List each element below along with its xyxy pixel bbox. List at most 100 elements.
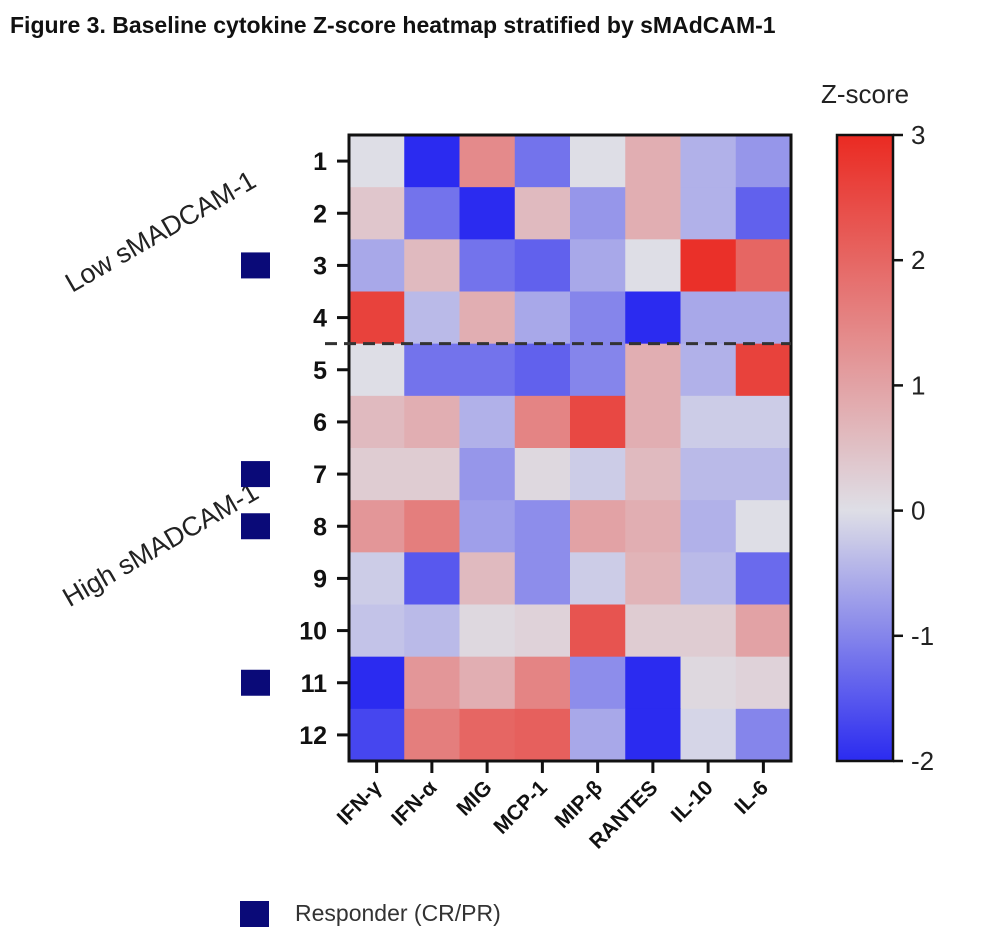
y-tick-label: 7	[313, 461, 327, 489]
figure-title: Figure 3. Baseline cytokine Z-score heat…	[10, 12, 776, 38]
x-tick-label: MIG	[452, 776, 496, 820]
heatmap-cell	[404, 343, 460, 397]
y-tick-label: 8	[313, 513, 327, 541]
heatmap-cell	[735, 448, 792, 501]
heatmap-cell	[680, 343, 737, 397]
heatmap-cell	[459, 552, 516, 605]
y-tick-label: 12	[299, 722, 327, 750]
heatmap-cell	[735, 604, 792, 658]
heatmap-cell	[459, 448, 516, 501]
y-tick-label: 6	[313, 409, 327, 437]
colorbar-tick-label: 2	[911, 245, 925, 275]
heatmap-cell	[349, 343, 405, 397]
heatmap-cell	[514, 552, 571, 605]
heatmap-cell	[625, 708, 681, 762]
heatmap-cell	[570, 291, 626, 345]
heatmap-cell	[570, 448, 626, 501]
heatmap-cell	[514, 239, 571, 292]
heatmap-cell	[514, 187, 571, 240]
heatmap-cell	[625, 500, 681, 553]
colorbar-tick-label: -2	[911, 746, 934, 776]
heatmap-cell	[349, 135, 405, 188]
heatmap-cell	[625, 291, 681, 345]
heatmap-cell	[735, 187, 792, 240]
x-tick-label: IFN-α	[387, 776, 441, 830]
heatmap-cell	[570, 500, 626, 553]
heatmap-cell	[459, 500, 516, 553]
heatmap-cell	[735, 708, 792, 762]
heatmap-cell	[459, 291, 516, 345]
heatmap-cell	[735, 239, 792, 292]
y-tick-label: 2	[313, 200, 327, 228]
responder-marker	[241, 461, 270, 488]
colorbar	[835, 133, 895, 763]
responder-legend-swatch	[240, 900, 269, 927]
heatmap-cell	[349, 448, 405, 501]
group-label: Low sMADCAM-1	[60, 165, 261, 298]
heatmap-cell	[570, 708, 626, 762]
responder-marker	[241, 252, 270, 279]
heatmap-cell	[404, 552, 460, 605]
heatmap-cell	[349, 395, 405, 449]
heatmap-cell	[625, 343, 681, 397]
colorbar-tick-label: -1	[911, 621, 934, 651]
colorbar-tick-label: 0	[911, 496, 925, 526]
heatmap-cell	[514, 656, 571, 710]
heatmap-cell	[680, 135, 737, 188]
heatmap-cell	[349, 708, 405, 762]
group-label: High sMADCAM-1	[58, 476, 264, 612]
heatmap-cell	[680, 552, 737, 605]
heatmap-cell	[404, 448, 460, 501]
x-tick-label: MCP-1	[489, 776, 552, 839]
heatmap-cell	[570, 343, 626, 397]
heatmap-cell	[404, 708, 460, 762]
heatmap-cell	[459, 343, 516, 397]
heatmap-cell	[680, 395, 737, 449]
heatmap-cell	[570, 552, 626, 605]
heatmap-cell	[514, 604, 571, 658]
y-tick-label: 1	[313, 148, 327, 176]
heatmap-cell	[680, 239, 737, 292]
heatmap-cell	[404, 604, 460, 658]
y-tick-label: 4	[313, 305, 327, 333]
colorbar-tick-label: 1	[911, 370, 925, 400]
heatmap-cell	[404, 135, 460, 188]
heatmap-cell	[735, 395, 792, 449]
heatmap-cell	[459, 187, 516, 240]
heatmap-cell	[514, 135, 571, 188]
heatmap-cells	[349, 135, 792, 762]
heatmap-cell	[404, 656, 460, 710]
heatmap-cell	[459, 604, 516, 658]
y-tick-label: 3	[313, 252, 327, 280]
y-tick-label: 9	[313, 565, 327, 593]
heatmap-cell	[349, 187, 405, 240]
heatmap-cell	[625, 187, 681, 240]
heatmap-cell	[570, 135, 626, 188]
heatmap-cell	[459, 656, 516, 710]
heatmap-cell	[680, 656, 737, 710]
heatmap-cell	[625, 656, 681, 710]
y-tick-label: 10	[299, 618, 327, 646]
heatmap-cell	[349, 239, 405, 292]
heatmap-cell	[459, 708, 516, 762]
heatmap-cell	[735, 656, 792, 710]
y-tick-label: 5	[313, 357, 327, 385]
legend: Responder (CR/PR)	[240, 900, 501, 927]
heatmap-cell	[514, 448, 571, 501]
colorbar-tick-label: 3	[911, 120, 925, 150]
heatmap-cell	[625, 604, 681, 658]
heatmap-cell	[404, 395, 460, 449]
heatmap-cell	[404, 239, 460, 292]
heatmap-cell	[625, 239, 681, 292]
heatmap-cell	[459, 135, 516, 188]
heatmap-cell	[404, 187, 460, 240]
heatmap-cell	[680, 708, 737, 762]
colorbar-ticks: -2 -1 0 1 2 3	[893, 120, 934, 776]
x-tick-label: IL-6	[730, 776, 773, 819]
heatmap-cell	[735, 343, 792, 397]
heatmap-cell	[680, 291, 737, 345]
heatmap-cell	[514, 395, 571, 449]
